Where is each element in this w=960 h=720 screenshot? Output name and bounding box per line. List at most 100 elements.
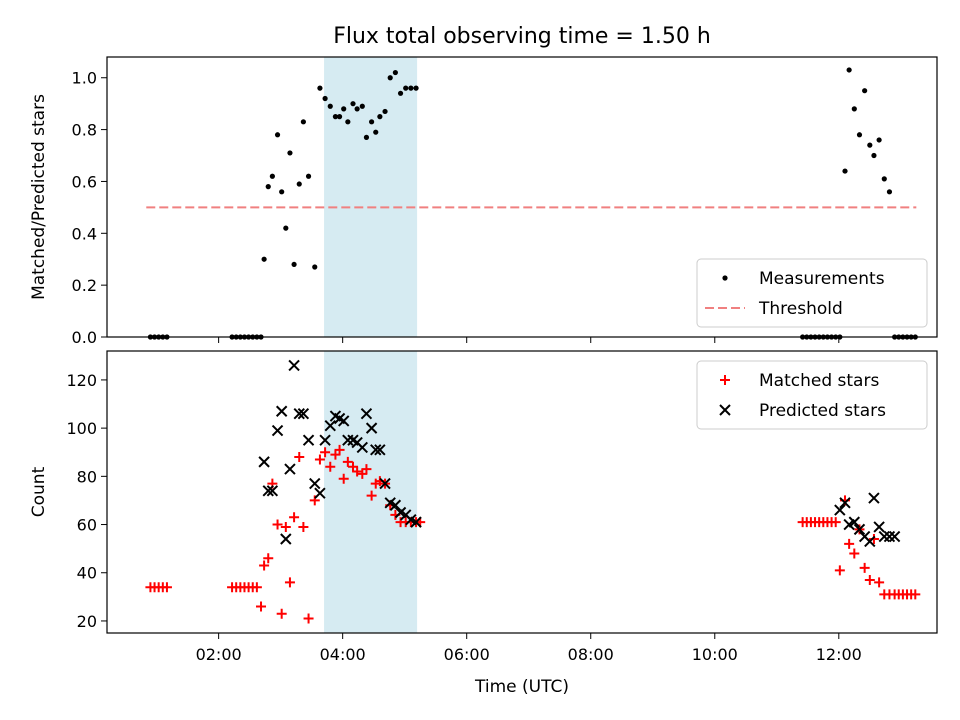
- predicted-star-point: [379, 477, 391, 490]
- measurement-point: [283, 225, 289, 231]
- predicted-star-point: [275, 405, 288, 417]
- measurement-point: [867, 142, 873, 148]
- matched-star-point: [294, 452, 305, 463]
- predicted-star-point: [262, 485, 274, 497]
- measurement-point: [332, 114, 339, 120]
- matched-star-point: [263, 553, 274, 564]
- measurement-point: [876, 137, 882, 143]
- y-tick-label: 80: [77, 467, 97, 486]
- measurement-point: [369, 119, 375, 125]
- predicted-star-point: [868, 492, 880, 504]
- predicted-star-point: [266, 485, 279, 497]
- predicted-star-point: [356, 441, 369, 454]
- measurement-point: [397, 90, 404, 96]
- predicted-star-point: [342, 434, 354, 446]
- matched-star-point: [334, 444, 345, 455]
- measurement-point: [862, 88, 868, 94]
- predicted-star-point: [319, 434, 331, 446]
- matched-star-point: [256, 601, 267, 612]
- series-matched-stars: [145, 444, 921, 624]
- measurement-point: [274, 132, 281, 138]
- matched-star-point: [868, 534, 879, 544]
- measurement-point: [291, 261, 297, 268]
- predicted-star-point: [365, 422, 378, 434]
- matched-star-point: [859, 562, 870, 573]
- y-tick-label: 0.6: [72, 172, 97, 191]
- matched-star-point: [289, 512, 300, 523]
- measurement-point: [312, 264, 318, 270]
- y-tick-label: 20: [77, 612, 97, 631]
- predicted-star-point: [293, 407, 305, 420]
- measurement-point: [341, 106, 347, 112]
- predicted-star-point: [258, 456, 270, 468]
- shaded-interval: [324, 57, 418, 337]
- predicted-star-point: [288, 359, 300, 372]
- y-tick-label: 40: [77, 564, 97, 583]
- measurement-point: [846, 67, 852, 73]
- matched-star-point: [849, 548, 860, 559]
- predicted-star-point: [873, 521, 885, 533]
- predicted-star-point: [370, 444, 382, 456]
- legend-label: Measurements: [759, 269, 885, 289]
- predicted-star-point: [839, 497, 851, 509]
- count-panel: 20 40 60 80 100 120 02:00 04:00 06:00 08:00 10:00 1…: [29, 350, 938, 664]
- y-axis-label: Matched/Predicted stars: [29, 94, 49, 300]
- x-tick-label: 02:00: [196, 645, 242, 664]
- matched-star-point: [259, 560, 270, 571]
- matched-star-point: [284, 577, 295, 588]
- measurement-point: [842, 168, 848, 174]
- legend-marker: [722, 275, 728, 281]
- matched-star-point: [864, 574, 875, 585]
- measurement-point: [856, 132, 863, 138]
- measurement-point: [269, 173, 275, 179]
- measurement-point: [886, 189, 893, 195]
- matched-star-point: [280, 521, 291, 532]
- measurement-point: [287, 150, 293, 156]
- x-tick-label: 10:00: [692, 645, 738, 664]
- y-tick-label: 1.0: [72, 69, 97, 88]
- x-tick-label: 12:00: [816, 645, 862, 664]
- matched-star-point: [325, 461, 336, 472]
- matched-star-point: [874, 577, 885, 588]
- x-axis-label: Time (UTC): [474, 677, 569, 697]
- measurement-point: [851, 106, 857, 112]
- measurement-point: [373, 129, 379, 135]
- matched-star-point: [338, 473, 349, 484]
- matched-star-point: [320, 447, 331, 458]
- y-tick-label: 0.4: [72, 224, 97, 243]
- measurement-point: [413, 85, 419, 91]
- measurement-point: [327, 103, 333, 109]
- legend-label: Matched stars: [759, 371, 879, 391]
- matched-star-point: [834, 565, 845, 576]
- matched-star-point: [298, 521, 309, 532]
- axes-frame: [106, 56, 938, 338]
- measurement-point: [350, 101, 356, 107]
- measurement-point: [387, 75, 393, 81]
- measurement-point: [345, 119, 351, 125]
- measurement-point: [265, 184, 271, 190]
- legend-marker: [720, 375, 730, 385]
- measurement-point: [354, 106, 360, 112]
- measurement-point: [317, 85, 323, 91]
- chart-title: Flux total observing time = 1.50 h: [333, 24, 711, 49]
- predicted-star-point: [284, 463, 296, 475]
- measurement-point: [392, 69, 398, 76]
- y-tick-label: 0.8: [72, 121, 97, 140]
- legend-box: [696, 360, 928, 430]
- measurement-point: [377, 114, 383, 120]
- measurement-point: [261, 256, 267, 262]
- measurement-point: [300, 119, 306, 125]
- x-tick-label: 04:00: [320, 645, 366, 664]
- predicted-star-point: [314, 487, 326, 499]
- measurement-point: [363, 134, 370, 140]
- y-axis-label: Count: [29, 466, 49, 517]
- predicted-star-point: [389, 499, 402, 511]
- matched-star-point: [366, 490, 377, 501]
- predicted-star-point: [834, 504, 846, 516]
- predicted-star-point: [337, 415, 350, 427]
- ratio-panel: 0.0 0.2 0.4 0.6 0.8 1.0 Matched/Predicted star…: [29, 56, 938, 347]
- predicted-star-point: [360, 407, 373, 420]
- x-tick-label: 08:00: [568, 645, 614, 664]
- measurement-point: [382, 108, 388, 115]
